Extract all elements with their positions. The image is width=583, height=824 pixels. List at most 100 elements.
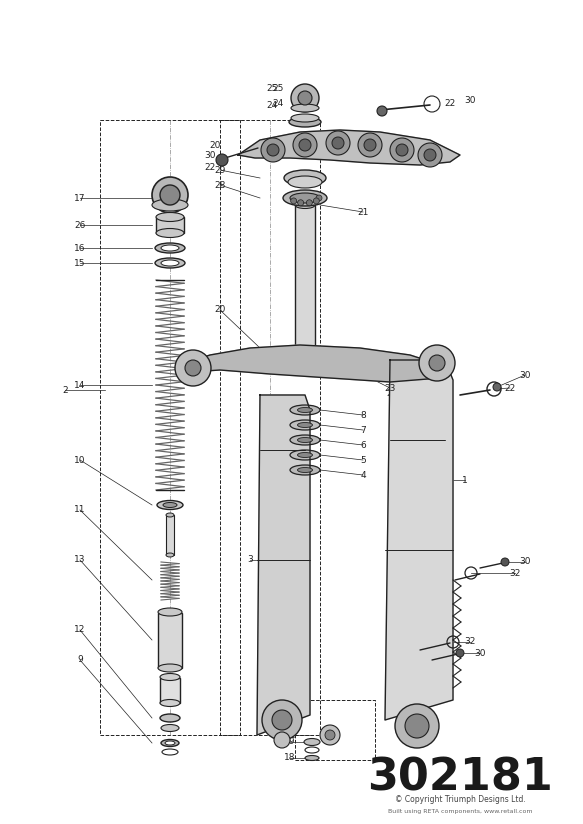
Circle shape	[291, 84, 319, 112]
Text: 20: 20	[215, 306, 226, 315]
Text: 20: 20	[209, 141, 221, 149]
Text: 16: 16	[74, 244, 86, 252]
Ellipse shape	[297, 408, 312, 413]
Text: 29: 29	[215, 166, 226, 175]
Text: 13: 13	[74, 555, 86, 564]
Ellipse shape	[152, 199, 188, 211]
Ellipse shape	[161, 260, 179, 266]
Text: 23: 23	[384, 383, 396, 392]
Text: 24: 24	[266, 101, 278, 110]
Text: 11: 11	[74, 505, 86, 514]
Ellipse shape	[291, 104, 319, 112]
Text: 30: 30	[474, 648, 486, 658]
Circle shape	[313, 198, 319, 204]
Ellipse shape	[290, 465, 320, 475]
Text: 10: 10	[74, 456, 86, 465]
Text: 30: 30	[519, 371, 531, 380]
Text: 30: 30	[519, 558, 531, 567]
Circle shape	[291, 198, 297, 204]
Circle shape	[396, 144, 408, 156]
Ellipse shape	[160, 673, 180, 681]
Text: 30: 30	[464, 96, 476, 105]
Ellipse shape	[161, 739, 179, 747]
Text: 17: 17	[74, 194, 86, 203]
Circle shape	[395, 704, 439, 748]
Ellipse shape	[163, 503, 177, 508]
Circle shape	[261, 138, 285, 162]
Circle shape	[501, 558, 509, 566]
Text: 23: 23	[387, 388, 398, 397]
Circle shape	[274, 732, 290, 748]
Ellipse shape	[290, 435, 320, 445]
Polygon shape	[385, 360, 453, 720]
Circle shape	[418, 143, 442, 167]
Text: 32: 32	[464, 638, 476, 647]
Ellipse shape	[156, 213, 184, 222]
Ellipse shape	[290, 420, 320, 430]
Circle shape	[405, 714, 429, 738]
Circle shape	[419, 345, 455, 381]
Text: 4: 4	[360, 471, 366, 480]
Circle shape	[390, 138, 414, 162]
Polygon shape	[257, 395, 310, 735]
Text: 22: 22	[205, 162, 216, 171]
Text: 26: 26	[74, 221, 86, 230]
Ellipse shape	[165, 741, 175, 745]
Ellipse shape	[158, 664, 182, 672]
Ellipse shape	[160, 714, 180, 722]
Ellipse shape	[288, 176, 322, 188]
Ellipse shape	[283, 190, 327, 206]
Text: 22: 22	[504, 383, 515, 392]
Ellipse shape	[290, 193, 320, 203]
Bar	[166, 515, 174, 555]
Ellipse shape	[156, 228, 184, 237]
Circle shape	[299, 139, 311, 151]
Circle shape	[306, 199, 312, 206]
Circle shape	[424, 149, 436, 161]
Circle shape	[316, 195, 322, 201]
Text: 14: 14	[74, 381, 86, 390]
Bar	[160, 677, 180, 703]
Circle shape	[293, 133, 317, 157]
Ellipse shape	[297, 467, 312, 472]
Circle shape	[216, 154, 228, 166]
Ellipse shape	[304, 738, 320, 746]
Text: 24: 24	[272, 99, 283, 107]
Ellipse shape	[158, 608, 182, 616]
Text: 302181: 302181	[367, 756, 553, 799]
Ellipse shape	[155, 258, 185, 268]
Text: 28: 28	[215, 180, 226, 190]
Ellipse shape	[305, 756, 319, 761]
Text: 31: 31	[285, 731, 296, 739]
Ellipse shape	[284, 170, 326, 186]
Ellipse shape	[297, 423, 312, 428]
Ellipse shape	[157, 500, 183, 509]
Ellipse shape	[295, 202, 315, 208]
Circle shape	[272, 710, 292, 730]
Text: 30: 30	[204, 151, 216, 160]
Text: © Copyright Triumph Designs Ltd.: © Copyright Triumph Designs Ltd.	[395, 795, 525, 804]
Circle shape	[175, 350, 211, 386]
Circle shape	[325, 730, 335, 740]
Ellipse shape	[155, 243, 185, 253]
Text: 22: 22	[444, 99, 456, 107]
Circle shape	[326, 131, 350, 155]
Bar	[158, 612, 182, 667]
Circle shape	[429, 355, 445, 371]
Text: 5: 5	[360, 456, 366, 465]
Ellipse shape	[161, 245, 179, 251]
Ellipse shape	[295, 362, 315, 368]
Ellipse shape	[160, 700, 180, 706]
Circle shape	[262, 700, 302, 740]
Text: 12: 12	[74, 625, 86, 634]
Ellipse shape	[291, 114, 319, 122]
Circle shape	[185, 360, 201, 376]
Text: 18: 18	[285, 753, 296, 762]
Text: 25: 25	[272, 83, 284, 92]
Circle shape	[377, 106, 387, 116]
Ellipse shape	[161, 724, 179, 732]
Polygon shape	[238, 130, 460, 165]
Circle shape	[358, 133, 382, 157]
Text: 3: 3	[247, 555, 253, 564]
Circle shape	[298, 199, 304, 206]
